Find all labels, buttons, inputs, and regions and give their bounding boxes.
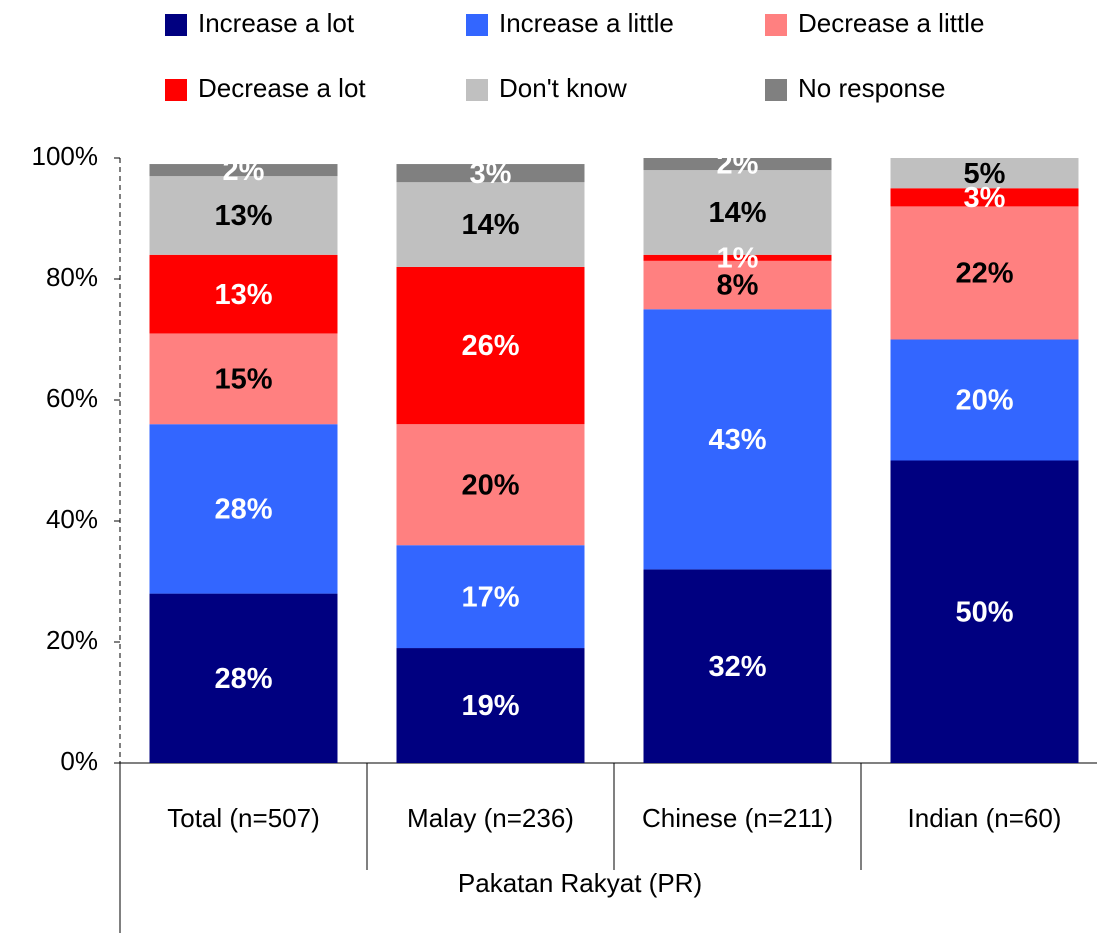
legend-swatch: [765, 14, 787, 36]
bar-segment: [643, 170, 832, 255]
data-label: 2%: [223, 155, 265, 187]
bar-segment: [149, 164, 338, 177]
bar-segment: [890, 460, 1079, 763]
legend-swatch: [165, 14, 187, 36]
data-label: 26%: [461, 330, 519, 362]
x-tick-label: Indian (n=60): [908, 803, 1062, 833]
data-label: 28%: [214, 663, 272, 695]
data-label: 13%: [214, 200, 272, 232]
data-label: 19%: [461, 690, 519, 722]
legend-swatch: [466, 14, 488, 36]
bar-segment: [396, 266, 585, 425]
data-label: 3%: [964, 182, 1006, 214]
data-label: 14%: [708, 197, 766, 229]
data-label: 3%: [470, 158, 512, 190]
bar-segment: [890, 158, 1079, 189]
bar-segment: [396, 164, 585, 183]
y-tick-label: 0%: [60, 746, 98, 776]
bar-segment: [643, 158, 832, 171]
bar-segment: [149, 333, 338, 425]
data-label: 50%: [955, 596, 1013, 628]
legend-swatch: [466, 79, 488, 101]
legend-label: No response: [798, 73, 945, 103]
legend-label: Decrease a little: [798, 8, 984, 38]
y-tick-label: 100%: [32, 141, 99, 171]
y-tick-label: 60%: [46, 383, 98, 413]
x-tick-label: Malay (n=236): [407, 803, 574, 833]
legend-label: Increase a little: [499, 8, 674, 38]
bar-segment: [396, 545, 585, 649]
data-label: 8%: [717, 270, 759, 302]
data-label: 43%: [708, 424, 766, 456]
data-label: 20%: [461, 469, 519, 501]
bar-segment: [890, 188, 1079, 207]
x-tick-label: Total (n=507): [167, 803, 319, 833]
bar-segment: [643, 254, 832, 261]
legend-label: Decrease a lot: [198, 73, 366, 103]
bar-segment: [149, 424, 338, 594]
data-label: 2%: [717, 149, 759, 181]
legend-swatch: [765, 79, 787, 101]
x-tick-label: Chinese (n=211): [642, 803, 833, 833]
bar-segment: [890, 339, 1079, 461]
data-label: 5%: [964, 158, 1006, 190]
y-tick-label: 80%: [46, 262, 98, 292]
bar-segment: [149, 593, 338, 763]
bar-segment: [149, 176, 338, 255]
legend-label: Don't know: [499, 73, 627, 103]
bar-segment: [396, 648, 585, 763]
bar-segment: [396, 424, 585, 546]
data-label: 17%: [461, 581, 519, 613]
bar-segment: [643, 569, 832, 763]
data-label: 28%: [214, 494, 272, 526]
data-label: 32%: [708, 651, 766, 683]
bar-segment: [643, 260, 832, 310]
data-label: 13%: [214, 279, 272, 311]
data-label: 15%: [214, 363, 272, 395]
data-label: 22%: [955, 258, 1013, 290]
data-label: 20%: [955, 385, 1013, 417]
bar-segment: [396, 182, 585, 267]
bar-segment: [149, 254, 338, 334]
bar-segment: [890, 206, 1079, 340]
legend-label: Increase a lot: [198, 8, 355, 38]
y-tick-label: 20%: [46, 625, 98, 655]
data-label: 14%: [461, 209, 519, 241]
data-label: 1%: [717, 242, 759, 274]
y-tick-label: 40%: [46, 504, 98, 534]
bar-segment: [643, 309, 832, 570]
group-label: Pakatan Rakyat (PR): [458, 868, 702, 898]
legend-swatch: [165, 79, 187, 101]
